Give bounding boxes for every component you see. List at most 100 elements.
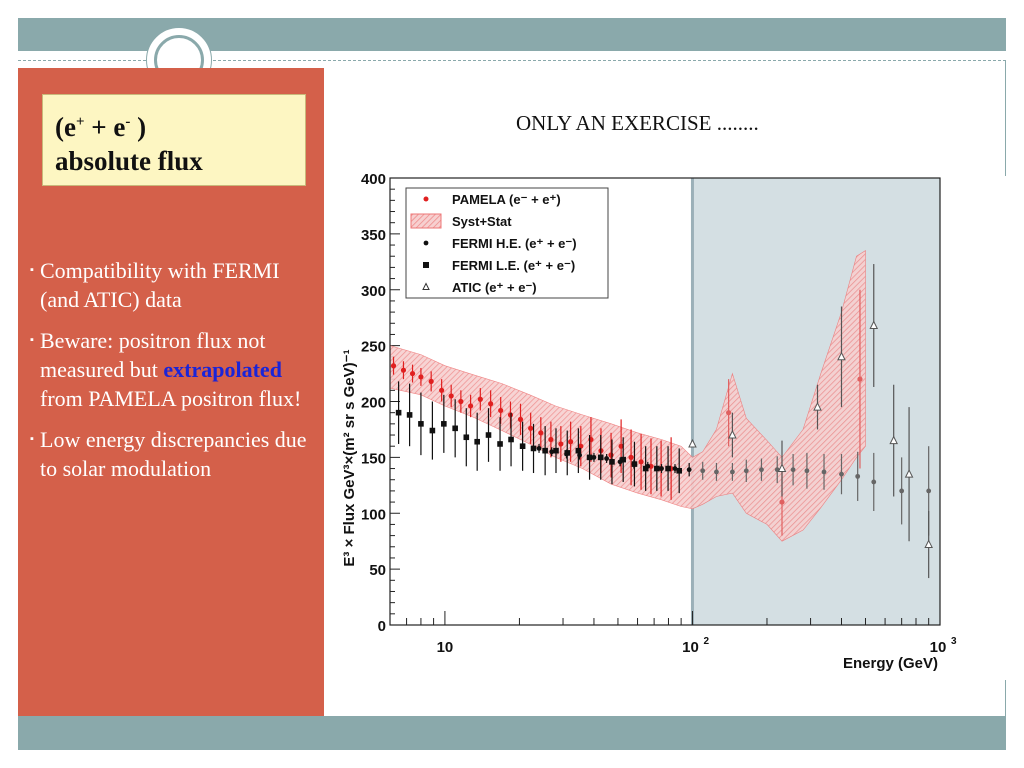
fermi-he-point [899,488,905,494]
fermi-le-point [665,465,671,472]
slide-heading: ONLY AN EXERCISE ........ [516,111,759,135]
pamela-point [578,443,584,449]
right-edge-line [1005,60,1006,176]
chart-legend: PAMELA (e⁻ + e⁺) Syst+Stat FERMI H.E. (e⁺ … [405,187,609,299]
fermi-he-point [821,469,827,475]
fermi-he-point [672,466,678,471]
pamela-point [568,439,574,445]
y-tick-label: 350 [361,227,386,244]
title-prefix: (e [55,112,76,142]
bullet-text-end: from PAMELA positron flux! [40,386,302,411]
flux-chart: 0 50 100 150 200 250 300 350 400 10 10 2 10 3 E³ × F… [341,171,957,672]
fermi-he-point [871,479,877,485]
fermi-he-point [855,473,861,479]
x-tick-label: 10 [437,639,454,656]
title-sup-minus: - [125,114,131,130]
pamela-point [628,454,634,460]
atic-point [777,463,787,473]
x-tick-exponent: 2 [703,636,709,647]
pamela-point [428,378,434,384]
legend-label: ATIC (e⁺ + e⁻) [452,280,537,295]
pamela-point [409,370,416,377]
title-end: ) [130,112,147,142]
bullet-marker-icon: ▪ [30,433,34,445]
legend-label: FERMI L.E. (e⁺ + e⁻) [452,258,575,273]
atic-point [813,401,822,411]
plot-frame [389,177,941,626]
fermi-he-point [926,488,932,494]
x-tick-label: 10 [930,639,947,656]
x-axis-label: Energy (GeV) [843,655,938,672]
fermi-le-point [575,447,582,454]
fermi-le-point [553,447,559,454]
bullet-marker-icon: ▪ [30,334,34,346]
fermi-le-point [418,421,424,427]
fermi-he-point [645,463,651,469]
fermi-he-point [700,468,706,474]
fermi-he-point [790,467,796,473]
bullet-emphasis: extrapolated [163,357,282,382]
fermi-le-point [441,421,447,427]
x-tick-exponent: 3 [951,636,957,647]
right-edge-line-lower [1005,680,1006,716]
pamela-point [498,407,504,414]
fermi-le-point [463,434,470,441]
title-mid: + e [84,112,126,142]
pamela-point [488,401,494,407]
fermi-le-point [508,436,514,443]
fermi-le-point [620,456,626,463]
legend-marker-icon [410,213,442,229]
pamela-point [468,403,474,409]
bullet-item: ▪ Beware: positron flux not measured but… [30,326,320,413]
fermi-le-point [497,441,503,447]
fermi-he-point [536,446,542,451]
fermi-le-point [519,443,526,449]
fermi-le-point [452,425,458,432]
y-tick-label: 200 [361,395,386,412]
pamela-point [448,393,454,399]
fermi-he-point [564,451,569,457]
pamela-point [726,410,732,416]
legend-marker-icon [423,262,429,268]
dashed-divider [18,60,1006,61]
data-points [390,264,933,579]
fermi-he-point [617,459,623,465]
atic-point [924,539,933,549]
legend-marker-icon [422,282,430,290]
pamela-point [477,396,483,402]
y-axis-label: E³ × Flux GeV³×(m² sr s GeV)⁻¹ [341,349,358,566]
fermi-le-point [395,409,402,416]
atic-point [869,320,879,330]
fermi-he-point [591,454,597,460]
fermi-he-point [604,456,610,461]
fermi-he-point [549,449,555,455]
atic-point [728,429,737,439]
y-tick-label: 400 [361,171,386,188]
pamela-point [458,398,464,405]
title-sup-plus: + [75,114,85,130]
y-tick-label: 300 [361,283,386,300]
pamela-point [538,430,544,436]
fermi-he-point [804,468,810,474]
fermi-he-point [577,452,582,458]
title-line-1: (e+ + e- ) [55,105,293,144]
pamela-point [528,425,534,431]
fermi-le-point [474,438,480,445]
legend-label: Syst+Stat [452,214,512,229]
fermi-le-point [542,447,548,454]
fermi-le-point [609,459,615,465]
fermi-he-point [659,466,664,471]
pamela-point [418,374,424,380]
legend-label: PAMELA (e⁻ + e⁺) [452,192,561,207]
fermi-he-point [743,468,749,474]
bullet-text: Compatibility with FERMI (and ATIC) data [40,258,280,312]
atic-point [889,435,898,445]
legend-box [405,187,609,299]
atic-point [837,351,846,361]
fermi-le-point [654,465,660,472]
y-tick-label: 0 [378,618,386,635]
bullet-item: ▪ Low energy discrepancies due to solar m… [30,425,320,483]
pamela-point [558,441,564,447]
y-tick-label: 100 [361,506,386,523]
fermi-le-point [485,432,492,438]
